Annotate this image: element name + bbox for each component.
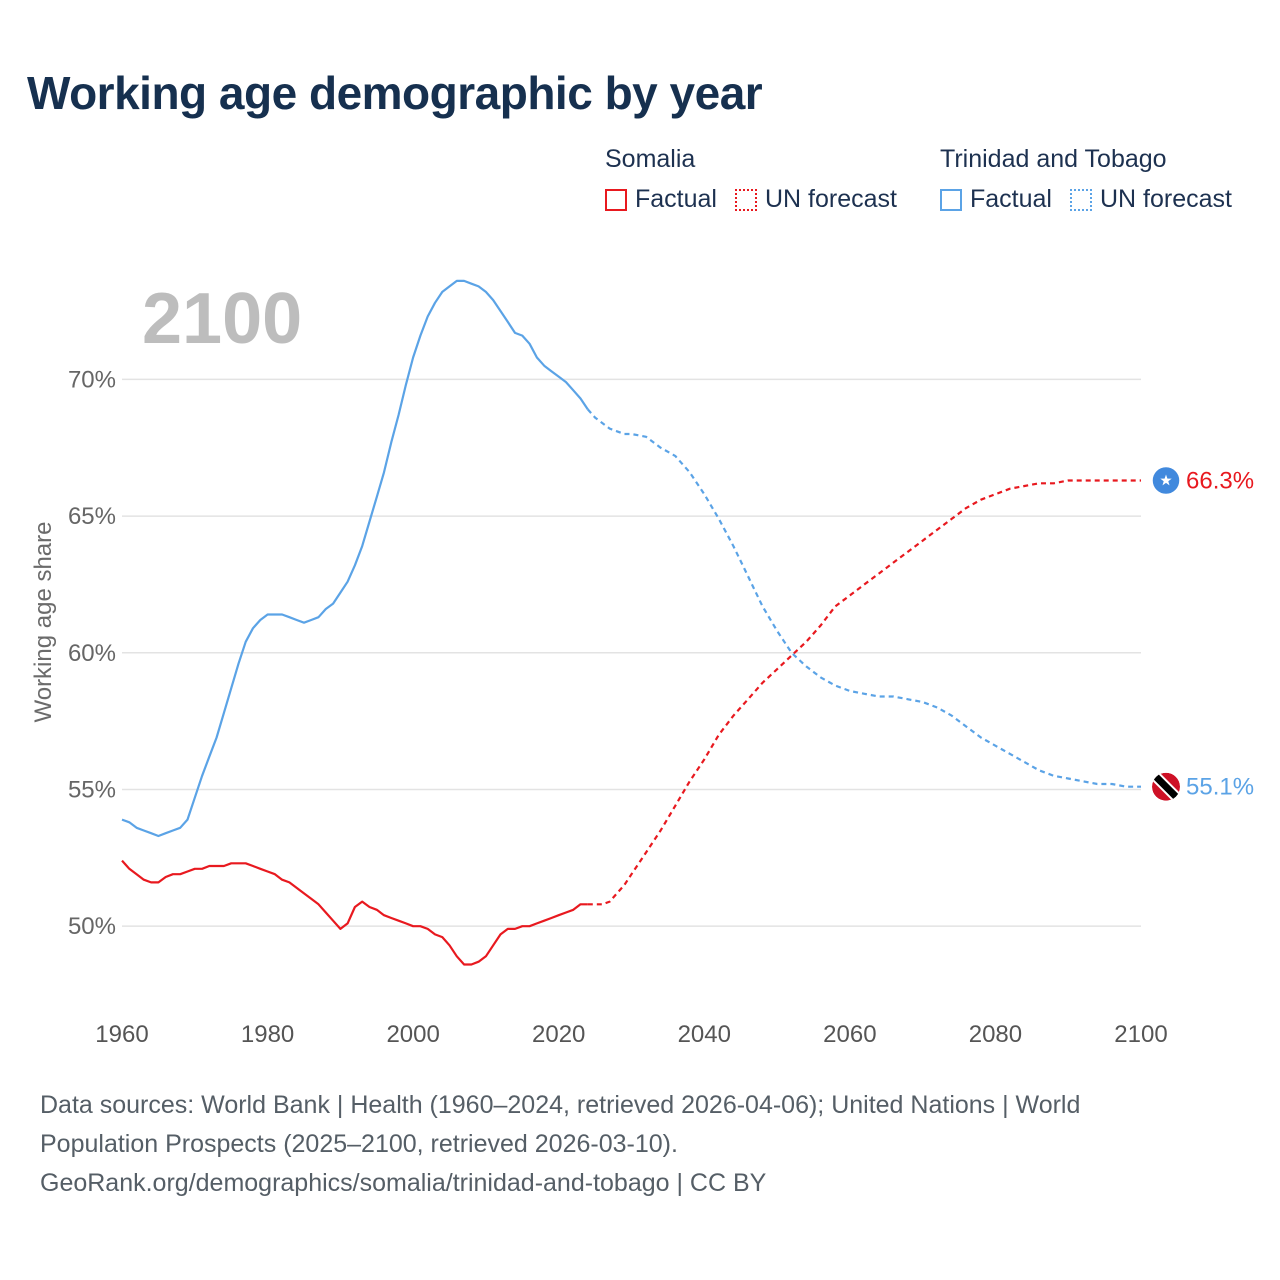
somalia-factual-line (121, 859, 588, 966)
legend-swatch-dotted (734, 188, 757, 211)
footer-source-line: Data sources: World Bank | Health (1960–… (40, 1091, 1081, 1119)
legend-group-somalia: Somalia Factual UN forecast (605, 144, 915, 214)
legend-label: UN forecast (764, 185, 897, 213)
x-tick-label: 2060 (823, 1021, 876, 1048)
year-overlay: 2100 (142, 279, 302, 359)
x-tick-label: 1980 (241, 1021, 294, 1048)
legend-group-name: Trinidad and Tobago (940, 145, 1167, 173)
y-tick-label: 50% (68, 913, 116, 940)
somalia-forecast-line (587, 479, 1141, 906)
y-tick-label: 55% (68, 776, 116, 803)
y-tick-label: 70% (68, 366, 116, 393)
footer-source-line: Population Prospects (2025–2100, retriev… (40, 1130, 678, 1158)
legend-swatch-solid (940, 188, 962, 211)
legend-swatch-solid (605, 188, 627, 211)
x-tick-label: 2100 (1114, 1021, 1167, 1048)
y-axis-label: Working age share (30, 522, 57, 723)
legend-label: Factual (635, 185, 717, 213)
x-tick-label: 2020 (532, 1021, 585, 1048)
trinidad-and-tobago-factual-line (121, 279, 589, 838)
somalia-flag-icon (1151, 465, 1181, 496)
legend-item-somalia-forecast[interactable]: UN forecast (734, 185, 897, 214)
legend-item-tt-factual[interactable]: Factual (940, 185, 1052, 214)
trinidad-and-tobago-end-label: 55.1% (1186, 774, 1254, 801)
legend-group-trinidad-and-tobago: Trinidad and Tobago Factual UN forecast (940, 144, 1250, 214)
y-tick-label: 65% (68, 503, 116, 530)
trinidad-and-tobago-flag-icon (1152, 772, 1180, 801)
legend-group-name: Somalia (605, 145, 696, 173)
chart-title: Working age demographic by year (27, 67, 763, 119)
legend-label: Factual (970, 185, 1052, 213)
y-tick-label: 60% (68, 640, 116, 667)
legend-item-tt-forecast[interactable]: UN forecast (1069, 185, 1232, 214)
trinidad-and-tobago-forecast-line (586, 408, 1141, 788)
footer: Data sources: World Bank | Health (1960–… (40, 1086, 1240, 1203)
footer-link[interactable]: GeoRank.org/demographics/somalia/trinida… (40, 1169, 767, 1197)
legend-label: UN forecast (1099, 185, 1232, 213)
chart-svg: 2100 Working age share 50% 55% 60% 65% 70% 1… (30, 279, 1254, 1048)
x-tick-label: 2000 (386, 1021, 439, 1048)
x-tick-label: 1960 (95, 1021, 148, 1048)
somalia-end-label: 66.3% (1186, 468, 1254, 495)
legend-item-somalia-factual[interactable]: Factual (605, 185, 717, 214)
x-tick-label: 2040 (678, 1021, 731, 1048)
star-icon (1160, 474, 1172, 486)
x-tick-label: 2080 (969, 1021, 1022, 1048)
legend-swatch-dotted (1069, 188, 1092, 211)
